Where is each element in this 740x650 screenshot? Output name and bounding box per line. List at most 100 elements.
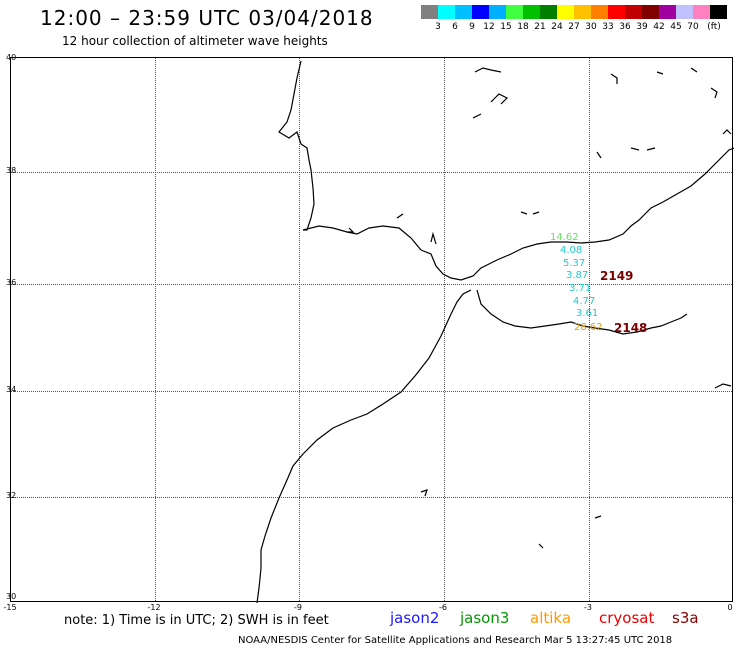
color-scale-label: 12 xyxy=(483,22,495,32)
coastline-gibraltar xyxy=(430,231,437,245)
legend-s3a: s3a xyxy=(672,609,699,627)
island xyxy=(347,227,355,233)
coastline-africa-north xyxy=(476,289,688,335)
lat-label: 36 xyxy=(6,278,17,287)
lat-label: 30 xyxy=(6,592,17,601)
color-scale-label: 24 xyxy=(551,22,563,32)
color-scale-label: 45 xyxy=(670,22,682,32)
grid-line xyxy=(11,172,732,173)
wave-height-label: 4.77 xyxy=(573,296,596,307)
legend-jason3: jason3 xyxy=(460,609,510,627)
color-swatch xyxy=(642,5,659,19)
island xyxy=(396,213,404,219)
color-scale-label: 33 xyxy=(602,22,614,32)
color-swatch xyxy=(557,5,574,19)
color-swatch xyxy=(693,5,710,19)
legend-cryosat: cryosat xyxy=(599,609,655,627)
lon-label: -3 xyxy=(584,603,592,612)
color-scale-label: 3 xyxy=(435,22,441,32)
lon-label: -6 xyxy=(439,603,447,612)
credit-line: NOAA/NESDIS Center for Satellite Applica… xyxy=(238,635,673,646)
pass-number-label: 2148 xyxy=(614,321,648,335)
color-swatch xyxy=(574,5,591,19)
color-swatch xyxy=(659,5,676,19)
color-scale-label: (ft) xyxy=(707,22,721,32)
coastline-africa xyxy=(256,289,472,603)
map-frame: 14.62 4.08 5.37 3.87 3.71 4.77 3.61 28.6… xyxy=(10,57,734,603)
color-swatch xyxy=(472,5,489,19)
lon-label: -12 xyxy=(147,603,161,612)
island xyxy=(420,489,428,497)
grid-line xyxy=(11,391,732,392)
color-scale-label: 39 xyxy=(636,22,648,32)
wave-height-label: 28.62 xyxy=(574,322,603,333)
color-swatch xyxy=(591,5,608,19)
map-title: 12:00 – 23:59 UTC 03/04/2018 xyxy=(40,6,374,30)
lon-label: 0 xyxy=(727,603,733,612)
color-scale-label: 36 xyxy=(619,22,631,32)
lat-label: 32 xyxy=(6,491,17,500)
island xyxy=(520,211,528,215)
island xyxy=(610,73,618,84)
lon-label: -9 xyxy=(294,603,302,612)
legend-jason2: jason2 xyxy=(390,609,440,627)
lat-label: 38 xyxy=(6,166,17,175)
color-swatch xyxy=(608,5,625,19)
island xyxy=(710,87,718,99)
color-swatch xyxy=(523,5,540,19)
color-scale xyxy=(421,5,727,19)
color-swatch xyxy=(540,5,557,19)
color-swatch xyxy=(506,5,523,19)
wave-height-label: 14.62 xyxy=(550,232,579,243)
grid-line xyxy=(589,58,590,601)
grid-line xyxy=(299,58,300,601)
island xyxy=(490,93,509,105)
color-swatch xyxy=(676,5,693,19)
grid-line xyxy=(11,284,732,285)
island xyxy=(690,67,698,73)
island xyxy=(594,515,602,519)
color-scale-label: 15 xyxy=(500,22,512,32)
coastline-spain-south xyxy=(302,147,734,281)
color-scale-label: 42 xyxy=(653,22,665,32)
lon-label: -15 xyxy=(3,603,17,612)
color-swatch xyxy=(455,5,472,19)
lat-label: 34 xyxy=(6,385,17,394)
island xyxy=(714,383,732,389)
color-scale-label: 27 xyxy=(568,22,580,32)
island xyxy=(532,211,540,215)
pass-number-label: 2149 xyxy=(600,269,634,283)
lat-label: 40 xyxy=(6,53,17,62)
color-scale-label: 30 xyxy=(585,22,597,32)
island xyxy=(656,71,664,75)
wave-height-label: 3.61 xyxy=(576,308,599,319)
island xyxy=(474,67,502,73)
island xyxy=(538,543,544,549)
grid-line xyxy=(11,497,732,498)
wave-height-label: 5.37 xyxy=(563,258,586,269)
color-scale-label: 18 xyxy=(517,22,529,32)
wave-height-label: 3.87 xyxy=(566,270,589,281)
island xyxy=(596,151,602,159)
coastline-map xyxy=(256,60,734,603)
grid-line xyxy=(155,58,156,601)
color-scale-label: 70 xyxy=(687,22,699,32)
island xyxy=(472,113,482,119)
color-swatch xyxy=(489,5,506,19)
footer-note: note: 1) Time is in UTC; 2) SWH is in fe… xyxy=(64,613,329,628)
color-swatch xyxy=(421,5,438,19)
color-scale-label: 6 xyxy=(452,22,458,32)
color-scale-label: 9 xyxy=(469,22,475,32)
color-scale-labels: 3 6 9 12 15 18 21 24 27 30 33 36 39 42 45 70 (ft) xyxy=(421,22,731,34)
color-swatch xyxy=(625,5,642,19)
island xyxy=(722,129,732,135)
island xyxy=(630,147,640,151)
island xyxy=(646,147,656,151)
color-scale-label: 21 xyxy=(534,22,546,32)
coastline-portugal xyxy=(278,60,315,231)
color-swatch xyxy=(710,5,727,19)
wave-height-label: 3.71 xyxy=(569,283,592,294)
legend-altika: altika xyxy=(530,609,572,627)
map-subtitle: 12 hour collection of altimeter wave hei… xyxy=(62,34,328,48)
wave-height-label: 4.08 xyxy=(560,245,583,256)
